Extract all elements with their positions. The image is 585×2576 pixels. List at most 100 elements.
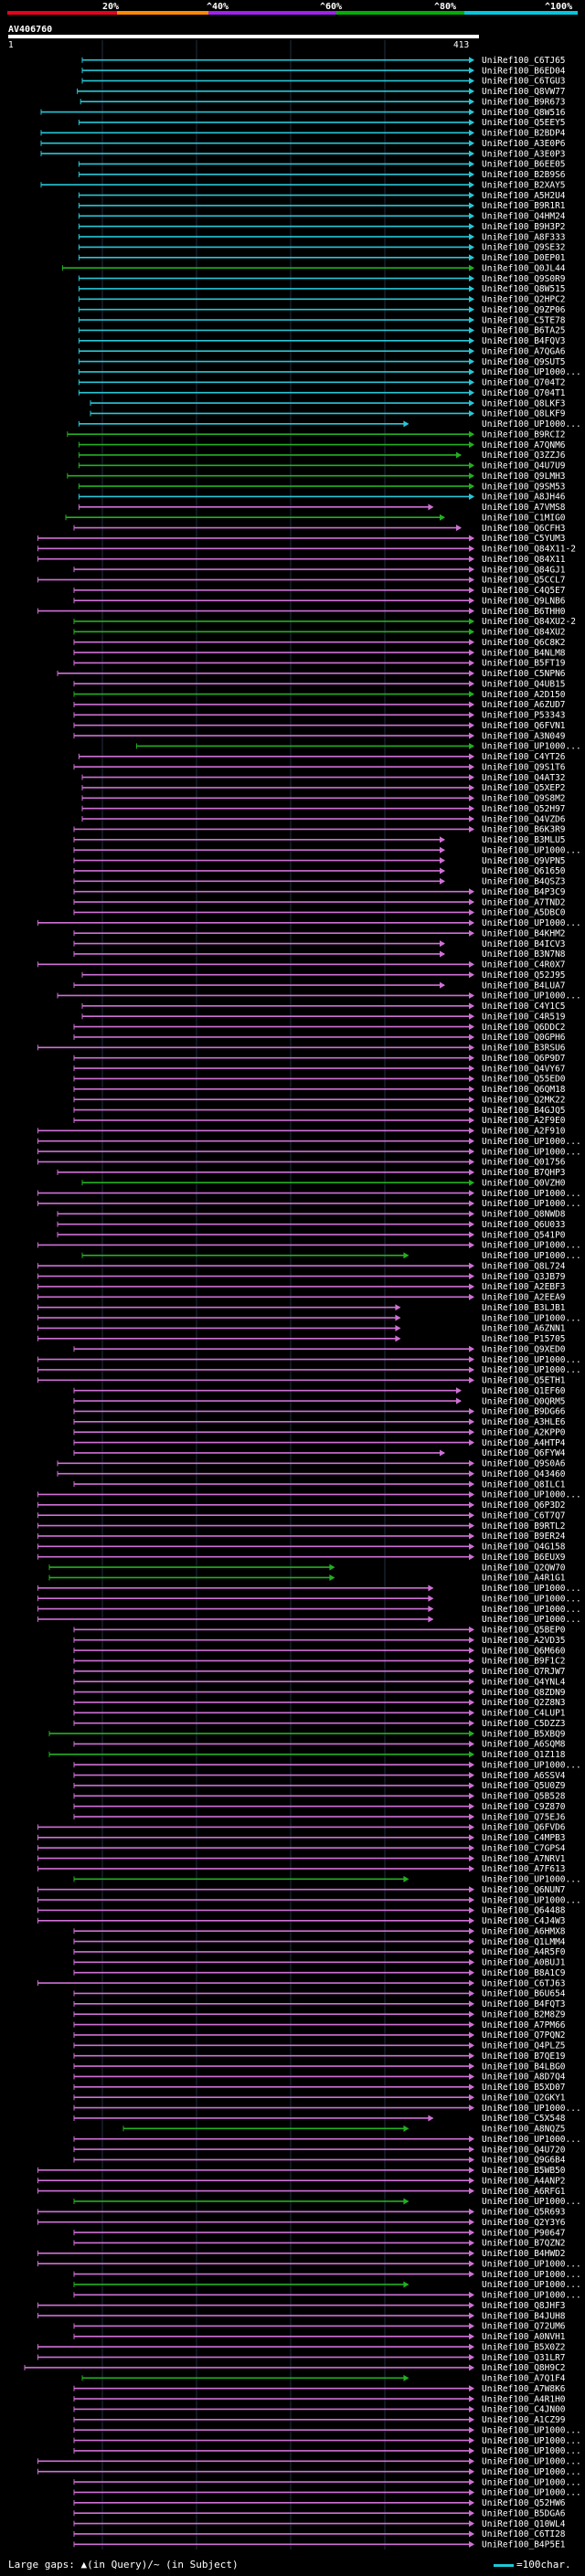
hit-row[interactable]: UniRef100_A7PM66 xyxy=(73,2020,566,2030)
hit-label[interactable]: UniRef100_Q3ZZJ6 xyxy=(482,451,566,461)
hit-label[interactable]: UniRef100_A4ANP2 xyxy=(482,2176,566,2186)
hit-label[interactable]: UniRef100_Q4VZD6 xyxy=(482,814,566,824)
hit-label[interactable]: UniRef100_B9R673 xyxy=(482,97,566,107)
hit-row[interactable]: UniRef100_Q9S1T6 xyxy=(73,762,566,772)
hit-row[interactable]: UniRef100_Q5R693 xyxy=(37,2208,566,2218)
hit-label[interactable]: UniRef100_Q9S8M2 xyxy=(482,794,566,804)
hit-row[interactable]: UniRef100_A7F613 xyxy=(37,1864,566,1874)
hit-row[interactable]: UniRef100_A8JH46 xyxy=(78,493,566,503)
hit-label[interactable]: UniRef100_UP1000... xyxy=(482,1147,581,1157)
hit-row[interactable]: UniRef100_B4NLM8 xyxy=(73,648,566,658)
hit-row[interactable]: UniRef100_Q1Z118 xyxy=(48,1750,566,1760)
hit-row[interactable]: UniRef100_UP1000... xyxy=(37,2259,581,2269)
hit-row[interactable]: UniRef100_Q5U0Z9 xyxy=(73,1781,566,1791)
hit-label[interactable]: UniRef100_C7GPS4 xyxy=(482,1843,566,1853)
hit-row[interactable]: UniRef100_Q84X11-2 xyxy=(37,545,576,555)
hit-row[interactable]: UniRef100_B5X0Z2 xyxy=(37,2342,566,2352)
hit-row[interactable]: UniRef100_UP1000... xyxy=(73,2436,581,2446)
hit-row[interactable]: UniRef100_A6HMX8 xyxy=(73,1926,566,1936)
hit-label[interactable]: UniRef100_A7QGA6 xyxy=(482,346,566,356)
hit-label[interactable]: UniRef100_Q7RJW7 xyxy=(482,1667,566,1677)
hit-row[interactable]: UniRef100_A6SSV4 xyxy=(73,1771,566,1781)
hit-row[interactable]: UniRef100_B5WB50 xyxy=(37,2166,566,2176)
hit-label[interactable]: UniRef100_UP1000... xyxy=(482,2436,581,2446)
hit-row[interactable]: UniRef100_B4LBG0 xyxy=(73,2062,566,2072)
hit-row[interactable]: UniRef100_C5TE78 xyxy=(78,315,566,325)
hit-row[interactable]: UniRef100_B9R1R1 xyxy=(78,201,566,211)
hit-row[interactable]: UniRef100_A4HTP4 xyxy=(73,1438,566,1448)
hit-label[interactable]: UniRef100_Q8L724 xyxy=(482,1261,566,1271)
hit-label[interactable]: UniRef100_C5TE78 xyxy=(482,315,566,325)
hit-row[interactable]: UniRef100_Q9LMH3 xyxy=(67,472,566,482)
hit-row[interactable]: UniRef100_P90647 xyxy=(73,2228,566,2238)
hit-row[interactable]: UniRef100_Q5BEP0 xyxy=(73,1626,566,1636)
hit-row[interactable]: UniRef100_C6TJ65 xyxy=(81,56,566,66)
hit-label[interactable]: UniRef100_B9R1R1 xyxy=(482,201,566,211)
hit-label[interactable]: UniRef100_A2EEA9 xyxy=(482,1293,566,1303)
hit-label[interactable]: UniRef100_UP1000... xyxy=(482,1313,581,1323)
hit-label[interactable]: UniRef100_B4ICV3 xyxy=(482,939,566,949)
hit-row[interactable]: UniRef100_Q0VZH0 xyxy=(81,1178,566,1188)
hit-label[interactable]: UniRef100_C4LUP1 xyxy=(482,1709,566,1719)
hit-row[interactable]: UniRef100_UP1000... xyxy=(37,1313,581,1323)
hit-row[interactable]: UniRef100_B5XD07 xyxy=(73,2083,566,2093)
hit-label[interactable]: UniRef100_UP1000... xyxy=(482,2259,581,2269)
hit-row[interactable]: UniRef100_Q84X11 xyxy=(37,555,566,565)
hit-label[interactable]: UniRef100_B9H3P2 xyxy=(482,222,566,232)
hit-row[interactable]: UniRef100_A2VD35 xyxy=(73,1636,566,1646)
hit-label[interactable]: UniRef100_Q8H9C2 xyxy=(482,2363,566,2373)
hit-row[interactable]: UniRef100_B4JUH8 xyxy=(37,2311,566,2321)
hit-label[interactable]: UniRef100_A7QNM6 xyxy=(482,440,566,451)
hit-row[interactable]: UniRef100_A2EEA9 xyxy=(37,1293,566,1303)
hit-row[interactable]: UniRef100_Q6FVD6 xyxy=(37,1823,566,1833)
hit-label[interactable]: UniRef100_A6ZNN1 xyxy=(482,1324,566,1334)
hit-row[interactable]: UniRef100_Q01756 xyxy=(37,1158,566,1168)
hit-row[interactable]: UniRef100_UP1000... xyxy=(37,1605,581,1615)
hit-row[interactable]: UniRef100_Q1LMM4 xyxy=(73,1937,566,1947)
hit-row[interactable]: UniRef100_Q4U7U9 xyxy=(78,461,566,472)
hit-label[interactable]: UniRef100_Q6C8K2 xyxy=(482,638,566,648)
hit-row[interactable]: UniRef100_Q72UM6 xyxy=(73,2322,566,2332)
hit-row[interactable]: UniRef100_B3MLU5 xyxy=(73,835,566,845)
hit-row[interactable]: UniRef100_Q9LNB6 xyxy=(73,596,566,606)
hit-label[interactable]: UniRef100_A2EBF3 xyxy=(482,1282,566,1292)
hit-row[interactable]: UniRef100_A3E0P3 xyxy=(40,149,566,159)
hit-label[interactable]: UniRef100_P90647 xyxy=(482,2228,566,2238)
hit-label[interactable]: UniRef100_C6TI28 xyxy=(482,2529,566,2539)
hit-row[interactable]: UniRef100_Q704T1 xyxy=(78,388,566,398)
hit-label[interactable]: UniRef100_B6EE05 xyxy=(482,160,566,170)
hit-row[interactable]: UniRef100_UP1000... xyxy=(37,1147,581,1157)
hit-row[interactable]: UniRef100_C6T7Q7 xyxy=(37,1511,566,1521)
hit-label[interactable]: UniRef100_P53343 xyxy=(482,711,566,721)
hit-label[interactable]: UniRef100_B4KHM2 xyxy=(482,928,566,938)
hit-row[interactable]: UniRef100_A3N049 xyxy=(73,731,566,741)
hit-row[interactable]: UniRef100_Q6NUN7 xyxy=(37,1885,566,1895)
hit-label[interactable]: UniRef100_B4JUH8 xyxy=(482,2311,566,2321)
hit-label[interactable]: UniRef100_Q01756 xyxy=(482,1158,566,1168)
hit-label[interactable]: UniRef100_UP1000... xyxy=(482,1895,581,1905)
hit-label[interactable]: UniRef100_Q6QM18 xyxy=(482,1085,566,1095)
hit-row[interactable]: UniRef100_C4Q5E7 xyxy=(73,586,566,596)
hit-label[interactable]: UniRef100_Q4U7U9 xyxy=(482,461,566,472)
hit-label[interactable]: UniRef100_Q72UM6 xyxy=(482,2322,566,2332)
hit-row[interactable]: UniRef100_Q52J95 xyxy=(81,970,566,981)
hit-label[interactable]: UniRef100_UP1000... xyxy=(482,1189,581,1199)
hit-row[interactable]: UniRef100_P15705 xyxy=(37,1334,566,1344)
hit-label[interactable]: UniRef100_UP1000... xyxy=(482,2104,581,2114)
hit-label[interactable]: UniRef100_A6RFG1 xyxy=(482,2187,566,2197)
hit-row[interactable]: UniRef100_Q4VZD6 xyxy=(81,814,566,824)
hit-row[interactable]: UniRef100_UP1000... xyxy=(73,2446,581,2456)
hit-label[interactable]: UniRef100_A7W8K6 xyxy=(482,2384,566,2394)
hit-label[interactable]: UniRef100_A7Q1F4 xyxy=(482,2374,566,2384)
hit-label[interactable]: UniRef100_B6U654 xyxy=(482,1989,566,1999)
hit-row[interactable]: UniRef100_Q704T2 xyxy=(78,378,566,388)
hit-label[interactable]: UniRef100_B2BDP4 xyxy=(482,129,566,139)
hit-label[interactable]: UniRef100_UP1000... xyxy=(482,1760,581,1770)
hit-label[interactable]: UniRef100_UP1000... xyxy=(482,1615,581,1625)
hit-label[interactable]: UniRef100_Q704T2 xyxy=(482,378,566,388)
hit-row[interactable]: UniRef100_A5DBC0 xyxy=(73,908,566,918)
hit-label[interactable]: UniRef100_Q4PLZ5 xyxy=(482,2041,566,2051)
hit-label[interactable]: UniRef100_B4NLM8 xyxy=(482,648,566,658)
hit-row[interactable]: UniRef100_A7Q1F4 xyxy=(81,2374,566,2384)
hit-label[interactable]: UniRef100_Q8VW77 xyxy=(482,87,566,97)
